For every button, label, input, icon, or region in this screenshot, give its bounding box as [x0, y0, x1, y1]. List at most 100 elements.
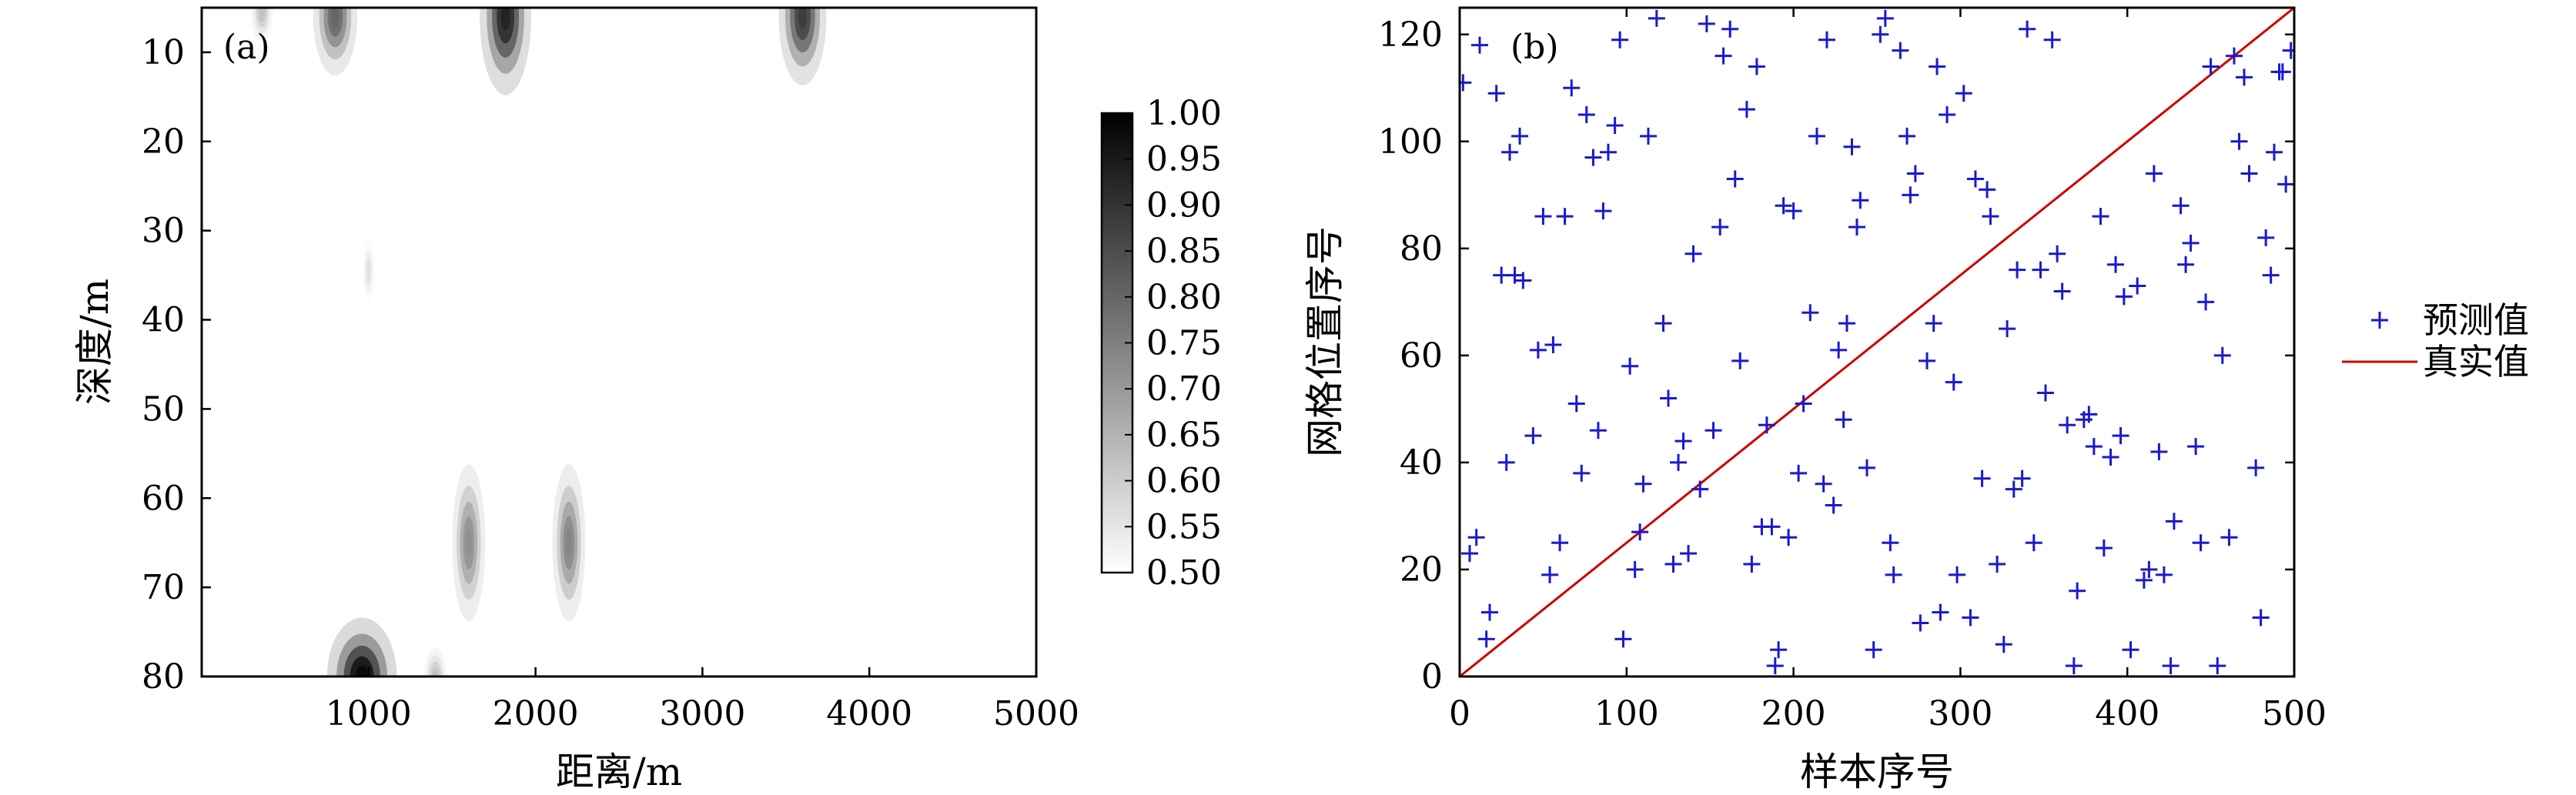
panel-a-y-tick-label: 20 — [142, 122, 185, 162]
scatter-point — [1949, 566, 1966, 583]
scatter-point — [1882, 534, 1899, 552]
panel-b-x-tick-label: 100 — [1594, 694, 1659, 733]
scatter-point — [1664, 556, 1682, 573]
scatter-point — [2005, 480, 2022, 498]
panel-b-x-tick-label: 200 — [1761, 694, 1826, 733]
scatter-point — [1511, 127, 1529, 145]
scatter-point — [2095, 539, 2113, 557]
scatter-point — [2112, 427, 2129, 445]
heatmap-hotspot-layer — [500, 8, 510, 32]
scatter-point — [1514, 272, 1532, 289]
heatmap-field — [250, 8, 827, 676]
heatmap-hotspot — [424, 646, 447, 676]
heatmap-hotspot-layer — [465, 528, 472, 557]
scatter-point — [2013, 469, 2031, 487]
scatter-point — [1467, 529, 1485, 546]
scatter-point — [1460, 74, 1472, 92]
colorbar-tick-label: 0.75 — [1146, 324, 1222, 363]
scatter-point — [1621, 357, 1639, 375]
scatter-point — [1715, 47, 1732, 65]
heatmap-hotspot-layer — [367, 265, 370, 276]
scatter-point — [1611, 31, 1629, 48]
panel-a-x-tick-label: 3000 — [659, 694, 745, 733]
scatter-point — [2187, 438, 2205, 456]
scatter-point — [2080, 406, 2098, 423]
panel-b-y-tick-label: 60 — [1400, 336, 1443, 376]
scatter-point — [1808, 127, 1825, 145]
scatter-point — [2262, 266, 2280, 284]
scatter-point — [2085, 438, 2103, 456]
panel-b-y-ticks: 0 20 40 60 80 100 120 — [1378, 15, 2294, 696]
heatmap-hotspot-layer — [566, 528, 572, 557]
scatter-point — [2065, 657, 2083, 675]
panel-a-y-ticks: 10 20 30 40 50 60 70 80 — [142, 33, 211, 696]
scatter-point — [1848, 219, 1865, 236]
panel-a: 1000 2000 3000 4000 5000 10 20 30 40 50 60 70 80 (a… — [72, 6, 1079, 794]
scatter-point — [1892, 42, 1909, 59]
scatter-point — [2252, 609, 2270, 626]
panel-a-x-tick-label: 4000 — [826, 694, 912, 733]
scatter-point — [1680, 545, 1698, 563]
colorbar-tick-label: 0.70 — [1146, 369, 1222, 409]
scatter-point — [1876, 9, 1894, 27]
scatter-point — [1770, 641, 1788, 659]
scatter-point — [1477, 630, 1495, 648]
scatter-point — [1802, 304, 1819, 322]
scatter-point — [2240, 165, 2258, 182]
scatter-point — [1481, 603, 1499, 621]
scatter-point — [1577, 106, 1595, 124]
scatter-point — [2277, 175, 2294, 193]
scatter-point — [1932, 603, 1949, 621]
scatter-point — [1567, 395, 1585, 413]
scatter-point — [1902, 186, 1919, 204]
scatter-point — [1674, 433, 1692, 450]
scatter-point — [1838, 315, 1855, 332]
scatter-point — [1929, 58, 1946, 75]
scatter-point — [1634, 475, 1652, 493]
scatter-point — [2122, 641, 2139, 659]
scatter-point — [2069, 582, 2086, 600]
scatter-point — [1738, 101, 1755, 119]
scatter-point — [2265, 143, 2283, 161]
panel-b-y-tick-label: 100 — [1378, 122, 1443, 162]
scatter-point — [1698, 15, 1715, 32]
heatmap-hotspot-layer — [798, 8, 808, 29]
panel-a-y-axis-label: 深度/m — [72, 279, 117, 405]
panel-a-y-tick-label: 70 — [142, 568, 185, 607]
colorbar-tick-label: 0.60 — [1146, 462, 1222, 501]
heatmap-hotspot — [452, 464, 486, 622]
colorbar-tick-label: 0.55 — [1146, 507, 1222, 546]
heatmap-hotspot — [778, 8, 827, 85]
scatter-point — [2202, 58, 2220, 75]
scatter-point — [1966, 170, 1984, 188]
colorbar-tick-label: 0.85 — [1146, 232, 1222, 271]
heatmap-hotspot — [552, 464, 586, 622]
scatter-point — [2092, 208, 2109, 225]
scatter-point — [2036, 384, 2054, 402]
scatter-point — [1979, 181, 1996, 199]
scatter-point — [1999, 320, 2016, 338]
scatter-point — [2025, 534, 2042, 552]
scatter-point — [2213, 346, 2231, 364]
scatter-point — [1939, 106, 1956, 124]
scatter-point — [1497, 453, 1515, 471]
scatter-point — [1726, 170, 1744, 188]
panel-b-y-tick-label: 120 — [1378, 15, 1443, 55]
colorbar-tick-label: 0.65 — [1146, 416, 1222, 455]
scatter-point — [2177, 256, 2195, 273]
heatmap-hotspot-layer — [331, 8, 340, 28]
scatter-point — [1639, 127, 1657, 145]
scatter-point — [2107, 256, 2125, 273]
heatmap-hotspot — [480, 8, 531, 95]
scatter-point — [1487, 85, 1505, 102]
scatter-point — [1906, 165, 1924, 182]
scatter-point — [1529, 341, 1547, 359]
heatmap-hotspot — [313, 8, 358, 76]
heatmap-hotspot-layer — [259, 8, 264, 18]
panel-b-x-tick-label: 500 — [2262, 694, 2327, 733]
colorbar-tick-label: 0.50 — [1146, 553, 1222, 593]
panel-b-y-tick-label: 80 — [1400, 229, 1443, 269]
scatter-point — [2049, 245, 2066, 262]
scatter-point — [2032, 261, 2049, 279]
scatter-point — [1763, 518, 1781, 536]
